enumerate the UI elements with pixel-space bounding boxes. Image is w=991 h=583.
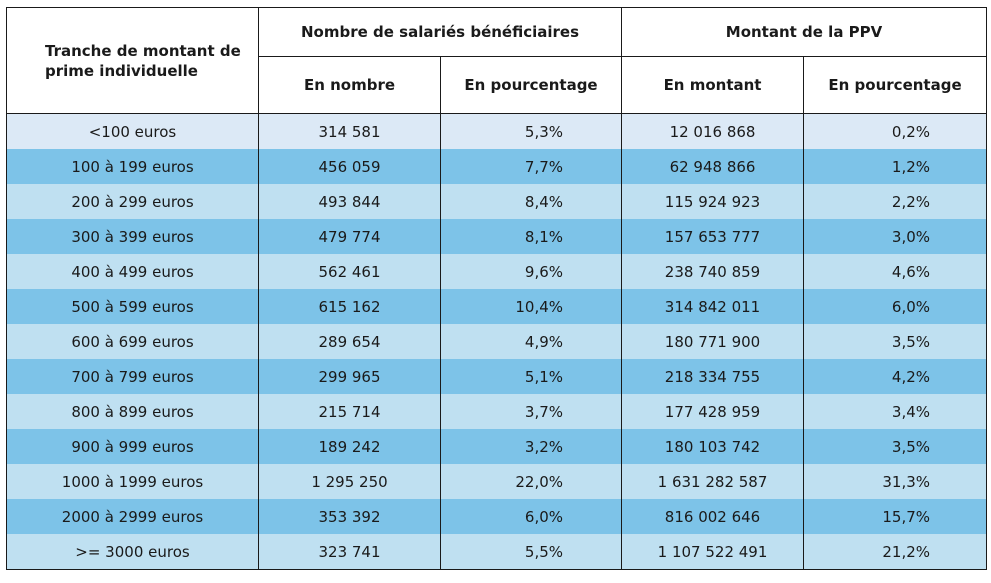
cell-pct-nombre: 5,5% [439, 534, 623, 570]
cell-pct-montant: 3,4% [803, 394, 988, 429]
sub-header-pourcentage-nombre: En pourcentage [439, 56, 623, 114]
cell-pct-nombre: 3,2% [439, 429, 623, 464]
cell-nombre: 299 965 [258, 359, 441, 394]
cell-pct-montant: 3,5% [803, 324, 988, 359]
cell-nombre: 215 714 [258, 394, 441, 429]
table-row: 1000 à 1999 euros 1 295 250 22,0% 1 631 … [6, 464, 988, 499]
cell-nombre: 353 392 [258, 499, 441, 534]
cell-montant: 314 842 011 [621, 289, 805, 324]
cell-pct-montant: 1,2% [803, 149, 988, 184]
row-label-header: Tranche de montant de prime individuelle [6, 7, 259, 114]
cell-nombre: 493 844 [258, 184, 441, 219]
cell-montant: 816 002 646 [621, 499, 805, 534]
cell-tranche: 400 à 499 euros [6, 254, 259, 289]
sub-header-pourcentage-montant: En pourcentage [803, 56, 988, 114]
cell-montant: 62 948 866 [621, 149, 805, 184]
cell-pct-montant: 6,0% [803, 289, 988, 324]
cell-nombre: 323 741 [258, 534, 441, 570]
table-row: 400 à 499 euros 562 461 9,6% 238 740 859… [6, 254, 988, 289]
group-header-montant: Montant de la PPV [621, 7, 988, 57]
cell-tranche: 600 à 699 euros [6, 324, 259, 359]
cell-nombre: 456 059 [258, 149, 441, 184]
table-row: 200 à 299 euros 493 844 8,4% 115 924 923… [6, 184, 988, 219]
cell-montant: 12 016 868 [621, 113, 805, 149]
header-row-sub: En nombre En pourcentage En montant En p… [7, 56, 988, 114]
cell-nombre: 1 295 250 [258, 464, 441, 499]
table-row: 800 à 899 euros 215 714 3,7% 177 428 959… [6, 394, 988, 429]
table-row: <100 euros 314 581 5,3% 12 016 868 0,2% [6, 113, 988, 149]
cell-pct-nombre: 4,9% [439, 324, 623, 359]
table-row: 100 à 199 euros 456 059 7,7% 62 948 866 … [6, 149, 988, 184]
cell-nombre: 189 242 [258, 429, 441, 464]
ppv-distribution-table: Tranche de montant de prime individuelle… [6, 7, 988, 570]
cell-pct-nombre: 22,0% [439, 464, 623, 499]
cell-tranche: >= 3000 euros [6, 534, 259, 570]
sub-header-en-montant: En montant [621, 56, 805, 114]
cell-pct-montant: 15,7% [803, 499, 988, 534]
cell-montant: 115 924 923 [621, 184, 805, 219]
cell-montant: 180 103 742 [621, 429, 805, 464]
table-body: <100 euros 314 581 5,3% 12 016 868 0,2% … [6, 113, 988, 570]
header-row-groups: Tranche de montant de prime individuelle… [6, 7, 988, 114]
cell-pct-nombre: 3,7% [439, 394, 623, 429]
cell-tranche: 1000 à 1999 euros [6, 464, 259, 499]
cell-pct-montant: 4,6% [803, 254, 988, 289]
cell-nombre: 289 654 [258, 324, 441, 359]
cell-montant: 180 771 900 [621, 324, 805, 359]
cell-tranche: 800 à 899 euros [6, 394, 259, 429]
cell-pct-montant: 31,3% [803, 464, 988, 499]
table-row: 600 à 699 euros 289 654 4,9% 180 771 900… [6, 324, 988, 359]
cell-pct-nombre: 10,4% [439, 289, 623, 324]
cell-montant: 157 653 777 [621, 219, 805, 254]
cell-pct-nombre: 8,1% [439, 219, 623, 254]
table-header: Tranche de montant de prime individuelle… [6, 7, 988, 114]
cell-nombre: 314 581 [258, 113, 441, 149]
cell-tranche: 900 à 999 euros [6, 429, 259, 464]
cell-pct-nombre: 5,1% [439, 359, 623, 394]
cell-tranche: <100 euros [6, 113, 259, 149]
sub-header-en-nombre: En nombre [258, 56, 441, 114]
cell-tranche: 2000 à 2999 euros [6, 499, 259, 534]
table-row: >= 3000 euros 323 741 5,5% 1 107 522 491… [6, 534, 988, 570]
cell-pct-nombre: 7,7% [439, 149, 623, 184]
cell-pct-montant: 0,2% [803, 113, 988, 149]
cell-pct-nombre: 6,0% [439, 499, 623, 534]
group-header-beneficiaires: Nombre de salariés bénéficiaires [257, 7, 623, 57]
cell-pct-montant: 4,2% [803, 359, 988, 394]
cell-tranche: 500 à 599 euros [6, 289, 259, 324]
cell-montant: 1 107 522 491 [621, 534, 805, 570]
cell-tranche: 200 à 299 euros [6, 184, 259, 219]
cell-pct-montant: 3,0% [803, 219, 988, 254]
cell-tranche: 100 à 199 euros [6, 149, 259, 184]
table-row: 700 à 799 euros 299 965 5,1% 218 334 755… [6, 359, 988, 394]
cell-nombre: 615 162 [258, 289, 441, 324]
cell-pct-montant: 21,2% [803, 534, 988, 570]
table-row: 900 à 999 euros 189 242 3,2% 180 103 742… [6, 429, 988, 464]
table-row: 500 à 599 euros 615 162 10,4% 314 842 01… [6, 289, 988, 324]
cell-montant: 218 334 755 [621, 359, 805, 394]
table-row: 2000 à 2999 euros 353 392 6,0% 816 002 6… [6, 499, 988, 534]
cell-pct-nombre: 9,6% [439, 254, 623, 289]
cell-montant: 1 631 282 587 [621, 464, 805, 499]
cell-montant: 177 428 959 [621, 394, 805, 429]
cell-pct-montant: 3,5% [803, 429, 988, 464]
cell-nombre: 479 774 [258, 219, 441, 254]
cell-montant: 238 740 859 [621, 254, 805, 289]
cell-pct-nombre: 5,3% [439, 113, 623, 149]
cell-tranche: 300 à 399 euros [6, 219, 259, 254]
cell-pct-montant: 2,2% [803, 184, 988, 219]
cell-pct-nombre: 8,4% [439, 184, 623, 219]
table-row: 300 à 399 euros 479 774 8,1% 157 653 777… [6, 219, 988, 254]
cell-nombre: 562 461 [258, 254, 441, 289]
cell-tranche: 700 à 799 euros [6, 359, 259, 394]
